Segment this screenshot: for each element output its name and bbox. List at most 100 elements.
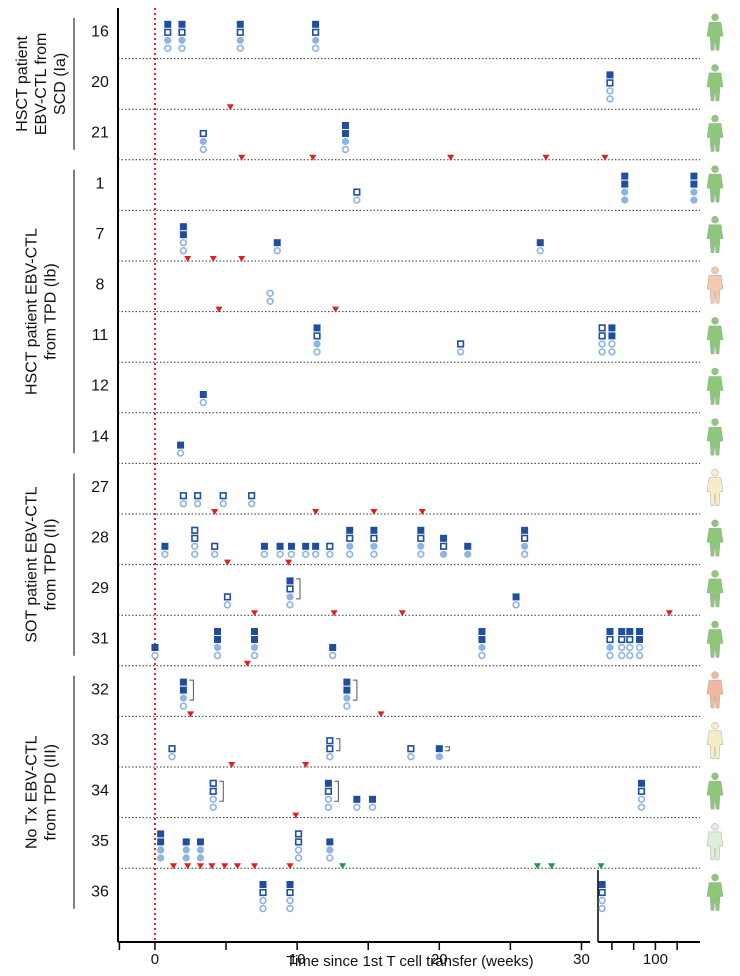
patient-id: 32 [91, 681, 109, 698]
open-circle [236, 44, 244, 52]
patient-id: 1 [96, 175, 105, 192]
patient-id: 35 [91, 833, 109, 850]
body-head [711, 266, 719, 274]
filled-circle [179, 694, 187, 702]
open-circle [353, 196, 361, 204]
filled-circle [690, 196, 698, 204]
patient-id: 27 [91, 479, 109, 496]
open-circle [168, 752, 176, 761]
open-circle [324, 795, 333, 803]
open-square [598, 888, 606, 897]
open-circle [179, 247, 188, 255]
open-square [637, 787, 646, 795]
infusion-marker [223, 559, 231, 566]
open-circle [286, 896, 294, 905]
infusion-marker [418, 509, 426, 515]
open-square [353, 188, 361, 196]
filled-circle [236, 36, 244, 44]
filled-square [417, 526, 425, 534]
infusion-marker [292, 812, 300, 819]
body-figure [706, 831, 724, 861]
filled-circle [478, 643, 486, 652]
filled-square [276, 542, 284, 550]
open-circle [179, 239, 188, 247]
filled-circle [157, 846, 165, 854]
filled-square [341, 130, 349, 137]
body-figure [706, 224, 724, 253]
infusion-marker [533, 863, 541, 870]
filled-circle [250, 643, 259, 652]
group-label: EBV-CTL from [33, 33, 50, 136]
patient-id: 28 [91, 530, 109, 547]
x-tick-label: 0 [151, 951, 159, 968]
open-circle [161, 550, 169, 558]
filled-square [636, 636, 644, 643]
patient-id: 34 [91, 783, 109, 800]
body-figure [706, 72, 724, 102]
body-figure [706, 882, 724, 911]
body-head [711, 873, 719, 882]
open-square [248, 492, 256, 500]
filled-square [157, 830, 165, 838]
open-square [626, 635, 634, 644]
open-circle [343, 702, 351, 710]
body-figure [706, 22, 724, 51]
open-circle [536, 247, 544, 255]
infusion-marker [169, 863, 177, 870]
filled-square [478, 636, 486, 643]
body-head [711, 671, 719, 679]
open-circle [223, 601, 232, 609]
open-circle [199, 145, 208, 154]
filled-circle [196, 854, 205, 862]
infusion-marker [332, 306, 340, 313]
body-head [711, 317, 719, 325]
filled-circle [164, 36, 172, 44]
open-circle [266, 289, 274, 297]
filled-square [464, 542, 472, 550]
open-square [326, 745, 334, 753]
infusion-marker [286, 863, 294, 870]
open-circle [407, 752, 415, 761]
open-circle [219, 500, 227, 508]
open-square [346, 534, 354, 542]
patient-id: 12 [91, 378, 109, 395]
filled-square [236, 20, 244, 28]
open-square [286, 585, 294, 593]
filled-square [179, 231, 187, 239]
open-square [178, 28, 186, 36]
body-head [711, 772, 719, 780]
body-figure [706, 679, 724, 709]
open-circle [276, 550, 284, 558]
group-label: from TPD (II) [43, 519, 60, 611]
open-square [606, 635, 614, 644]
filled-square [637, 779, 645, 787]
open-circle [178, 44, 186, 52]
filled-square [287, 542, 295, 550]
patient-id: 21 [91, 125, 109, 142]
infusion-marker [184, 256, 192, 262]
filled-square [608, 324, 616, 332]
filled-square [250, 636, 258, 643]
open-circle [259, 904, 267, 913]
body-head [711, 519, 719, 527]
filled-square [341, 122, 349, 129]
infusion-marker [228, 762, 236, 768]
filled-square [608, 332, 616, 340]
filled-square [179, 223, 187, 231]
filled-square [343, 678, 351, 686]
filled-circle [199, 137, 207, 146]
infusion-marker [309, 154, 317, 161]
infusion-marker [398, 610, 406, 617]
open-circle [209, 795, 217, 803]
open-square [209, 779, 217, 787]
filled-square [326, 838, 334, 846]
filled-square [690, 172, 698, 180]
infusion-marker [187, 711, 195, 718]
infusion-marker [597, 863, 605, 870]
infusion-marker [542, 154, 550, 161]
open-circle [635, 651, 644, 660]
body-figure [706, 123, 724, 152]
open-square [194, 492, 202, 500]
open-square [211, 542, 219, 550]
open-circle [326, 752, 334, 761]
